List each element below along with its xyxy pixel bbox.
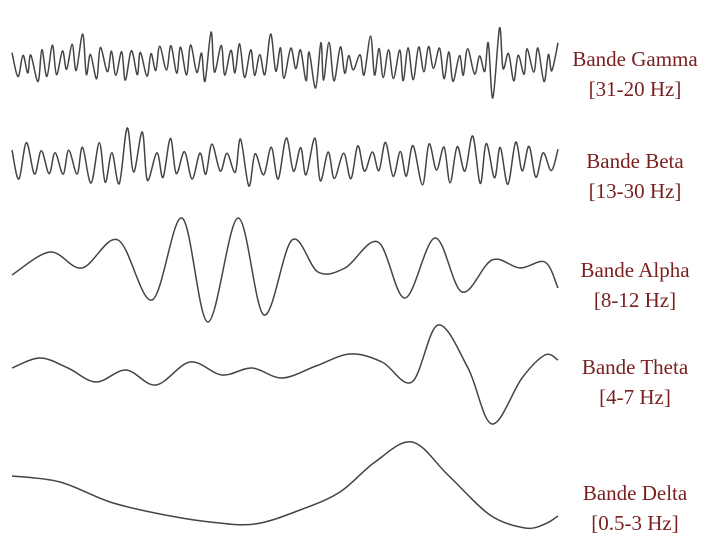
- label-gamma: Bande Gamma [31-20 Hz]: [560, 44, 710, 104]
- wave-gamma: [11, 27, 559, 99]
- label-gamma-range: [31-20 Hz]: [588, 77, 682, 101]
- label-theta: Bande Theta [4-7 Hz]: [560, 352, 710, 412]
- label-alpha-range: [8-12 Hz]: [593, 288, 677, 312]
- label-theta-name: Bande Theta: [581, 355, 689, 379]
- label-beta: Bande Beta [13-30 Hz]: [560, 146, 710, 206]
- wave-alpha: [11, 217, 559, 323]
- label-alpha-name: Bande Alpha: [580, 258, 690, 282]
- wave-beta: [11, 127, 559, 187]
- label-delta-name: Bande Delta: [582, 481, 688, 505]
- label-beta-range: [13-30 Hz]: [588, 179, 682, 203]
- wave-theta: [11, 324, 559, 425]
- label-theta-range: [4-7 Hz]: [599, 385, 671, 409]
- label-delta-range: [0.5-3 Hz]: [591, 511, 679, 535]
- label-delta: Bande Delta [0.5-3 Hz]: [560, 478, 710, 538]
- label-beta-name: Bande Beta: [586, 149, 684, 173]
- label-alpha: Bande Alpha [8-12 Hz]: [560, 255, 710, 315]
- label-gamma-name: Bande Gamma: [572, 47, 698, 71]
- wave-delta: [11, 441, 559, 530]
